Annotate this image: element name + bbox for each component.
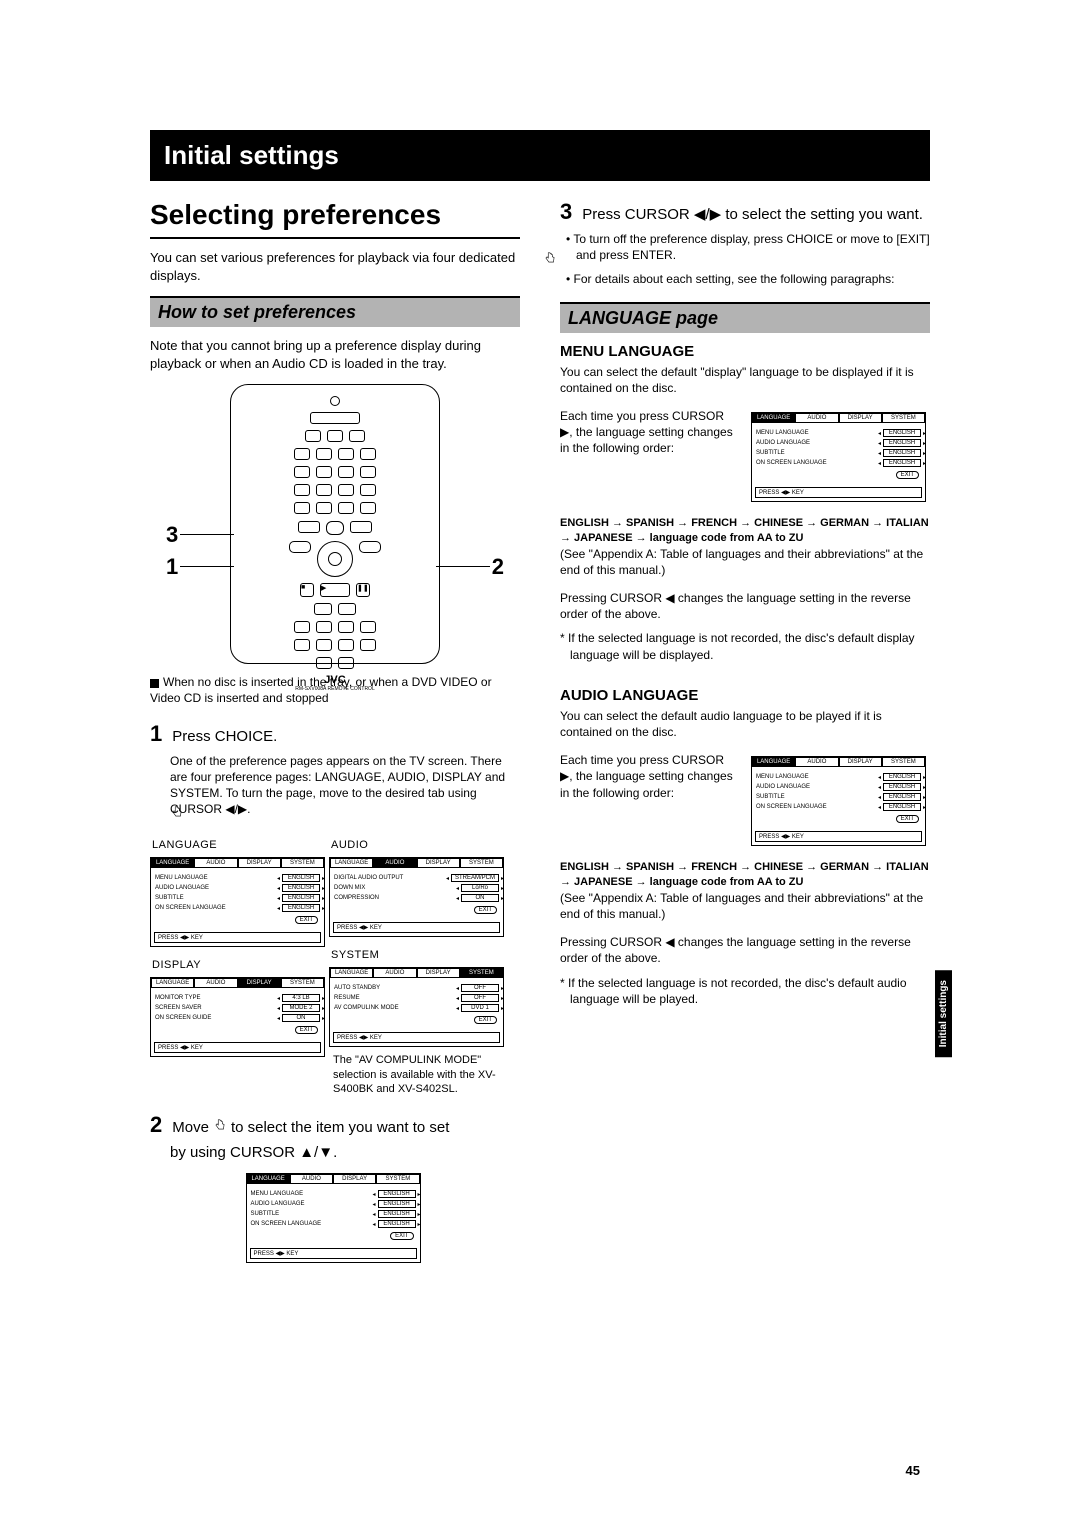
remote-model: RM-SXV008A REMOTE CONTROL <box>295 686 374 692</box>
step-1: 1 Press CHOICE. <box>150 721 520 747</box>
step-3: 3 Press CURSOR ◀/▶ to select the setting… <box>560 199 930 225</box>
hand-cursor-icon <box>543 251 557 265</box>
audio-language-appendix: (See "Appendix A: Table of languages and… <box>560 890 930 922</box>
step-2-label-b: to select the item you want to set <box>231 1119 449 1136</box>
language-appendix: (See "Appendix A: Table of languages and… <box>560 546 930 578</box>
system-menu: LANGUAGEAUDIODISPLAYSYSTEMAUTO STANDBYOF… <box>329 967 504 1047</box>
step-1-label: Press CHOICE. <box>172 728 277 745</box>
language-menu: LANGUAGEAUDIODISPLAYSYSTEMMENU LANGUAGEE… <box>150 857 325 947</box>
step-number-1: 1 <box>150 721 162 747</box>
hand-cursor-icon <box>170 805 184 819</box>
menu-title-system: SYSTEM <box>331 949 508 961</box>
menu-title-audio: AUDIO <box>331 839 508 851</box>
audio-language-note: * If the selected language is not record… <box>570 975 930 1007</box>
callout-1: 1 <box>166 554 178 580</box>
language-sequence: ENGLISH → SPANISH → FRENCH → CHINESE → G… <box>560 516 930 546</box>
remote-brand: JVC <box>324 674 345 686</box>
intro-text: You can set various preferences for play… <box>150 249 520 284</box>
step-number-3: 3 <box>560 199 572 225</box>
audio-menu: LANGUAGEAUDIODISPLAYSYSTEMDIGITAL AUDIO … <box>329 857 504 937</box>
audio-language-body: You can select the default audio languag… <box>560 708 930 740</box>
hand-cursor-icon <box>213 1118 227 1132</box>
howto-heading: How to set preferences <box>150 296 520 327</box>
menu-language-each: Each time you press CURSOR ▶, the langua… <box>560 408 737 457</box>
step3-bullet-1: • To turn off the preference display, pr… <box>576 231 930 263</box>
system-caption: The "AV COMPULINK MODE" selection is ava… <box>329 1053 504 1096</box>
step-3-label: Press CURSOR ◀/▶ to select the setting y… <box>582 205 923 223</box>
audio-language-sequence: ENGLISH → SPANISH → FRENCH → CHINESE → G… <box>560 860 930 890</box>
menu-language-heading: MENU LANGUAGE <box>560 343 930 360</box>
display-menu: LANGUAGEAUDIODISPLAYSYSTEMMONITOR TYPE4:… <box>150 977 325 1057</box>
menu-title-display: DISPLAY <box>152 959 329 971</box>
audio-language-each: Each time you press CURSOR ▶, the langua… <box>560 752 737 801</box>
step-number-2: 2 <box>150 1112 162 1138</box>
step2-menu: LANGUAGEAUDIODISPLAYSYSTEMMENU LANGUAGEE… <box>246 1173 421 1263</box>
audio-language-reverse: Pressing CURSOR ◀ changes the language s… <box>560 934 930 966</box>
remote-diagram: 3 1 2 ■▶❚❚ JVC RM- <box>150 384 520 664</box>
step3-bullet-2: • For details about each setting, see th… <box>576 271 930 287</box>
callout-3: 3 <box>166 522 178 548</box>
step-2-label-a: Move <box>172 1119 209 1136</box>
page-number: 45 <box>906 1463 920 1478</box>
step-2-sub: by using CURSOR ▲/▼. <box>170 1144 520 1161</box>
side-tab: Initial settings <box>935 970 952 1057</box>
menu-title-language: LANGUAGE <box>152 839 329 851</box>
howto-note: Note that you cannot bring up a preferen… <box>150 337 520 372</box>
step-1-body: One of the preference pages appears on t… <box>170 753 520 818</box>
step-2: 2 Move to select the item you want to se… <box>150 1112 520 1138</box>
menu-grid: LANGUAGE LANGUAGEAUDIODISPLAYSYSTEMMENU … <box>150 831 520 1096</box>
callout-2: 2 <box>492 554 504 580</box>
language-page-heading: LANGUAGE page <box>560 302 930 333</box>
audio-language-osd: LANGUAGEAUDIODISPLAYSYSTEMMENU LANGUAGEE… <box>751 756 926 846</box>
chapter-banner: Initial settings <box>150 130 930 181</box>
menu-language-body: You can select the default "display" lan… <box>560 364 930 396</box>
language-reverse: Pressing CURSOR ◀ changes the language s… <box>560 590 930 622</box>
left-column: Selecting preferences You can set variou… <box>150 199 520 1267</box>
audio-language-heading: AUDIO LANGUAGE <box>560 687 930 704</box>
section-title: Selecting preferences <box>150 199 520 239</box>
language-note: * If the selected language is not record… <box>570 630 930 662</box>
remote-control-icon: ■▶❚❚ JVC RM-SXV008A REMOTE CONTROL <box>230 384 440 664</box>
menu-language-osd: LANGUAGEAUDIODISPLAYSYSTEMMENU LANGUAGEE… <box>751 412 926 502</box>
right-column: 3 Press CURSOR ◀/▶ to select the setting… <box>560 199 930 1267</box>
